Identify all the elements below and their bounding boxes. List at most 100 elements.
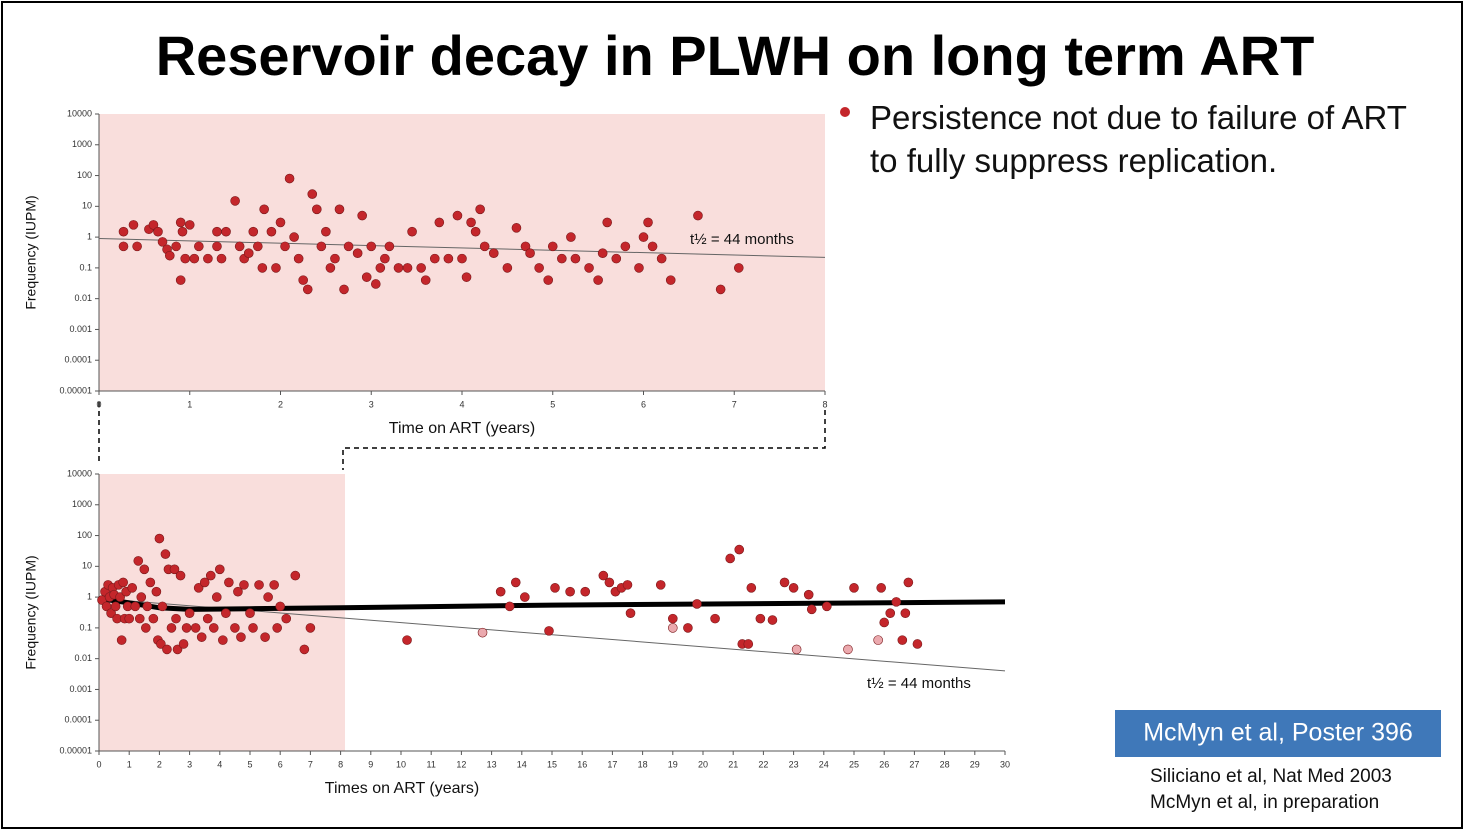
data-point [710,613,720,624]
data-point [665,275,676,285]
data-point [900,608,911,619]
y-tick-label: 0.001 [69,684,92,694]
data-point [189,253,200,264]
callout-box [1115,710,1441,757]
x-tick-label: 20 [698,759,708,769]
data-point [154,533,165,544]
y-tick-label: 0.1 [79,622,92,632]
data-point [253,241,263,252]
data-point [193,583,204,593]
data-point [488,248,499,259]
data-point [429,253,440,264]
slide-title: Reservoir decay in PLWH on long term ART [156,24,1315,87]
data-point [912,639,923,649]
data-point [248,623,258,633]
data-point [504,601,515,612]
highlight-region [99,114,825,391]
x-tick-label: 7 [732,399,737,409]
x-tick-label: 21 [728,759,738,769]
data-point [767,615,778,625]
data-point [461,272,472,282]
data-point [133,556,144,566]
data-point [266,226,277,237]
data-point [248,226,259,237]
data-point [402,635,412,645]
y-tick-label: 1 [87,231,92,241]
data-point [520,592,530,602]
data-point [171,241,181,252]
data-point [196,632,207,642]
data-point [725,553,735,564]
x-tick-label: 4 [217,759,222,769]
x-tick-label: 7 [308,759,313,769]
data-point [216,253,227,264]
data-point [565,586,575,597]
y-tick-label: 0.00001 [59,745,92,755]
data-point [215,564,225,575]
y-tick-label: 0.0001 [64,715,92,725]
data-point [879,617,890,628]
x-tick-label: 3 [187,759,192,769]
data-point [620,241,631,252]
x-tick-label: 15 [547,759,557,769]
data-point [293,253,304,264]
x-tick-label: 12 [456,759,466,769]
reference: Siliciano et al, Nat Med 2003 [1150,766,1392,787]
data-point [638,232,649,242]
data-point [257,263,268,273]
data-point [118,577,128,588]
y-tick-label: 1 [87,591,92,601]
x-tick-label: 6 [278,759,283,769]
data-point [547,241,558,252]
data-point [452,210,463,221]
data-point [622,580,633,590]
data-point [316,241,327,252]
data-point [733,263,744,273]
y-axis-label: Frequency (IUPM) [23,555,39,669]
data-point [290,570,301,581]
x-tick-label: 19 [668,759,678,769]
x-tick-label: 26 [879,759,889,769]
y-tick-label: 10 [82,561,92,571]
callout-text: McMyn et al, Poster 396 [1143,719,1413,747]
data-point [849,583,859,593]
data-point [788,583,799,593]
x-tick-label: 14 [517,759,527,769]
data-point [534,263,544,273]
data-point [153,226,163,237]
data-point [580,586,591,597]
data-point [145,577,156,588]
data-point [715,284,726,295]
data-point [110,601,121,612]
x-tick-label: 1 [187,399,192,409]
data-point [172,644,183,655]
x-tick-label: 18 [638,759,648,769]
y-tick-label: 0.01 [74,653,92,663]
data-point [779,577,790,588]
data-point [184,220,195,230]
data-point [843,644,853,655]
x-tick-label: 11 [427,759,436,769]
data-point [134,613,145,624]
data-point [557,253,567,264]
x-tick-label: 4 [459,399,464,409]
data-point [302,284,313,295]
data-point [271,263,281,273]
data-point [384,241,395,252]
y-tick-label: 1000 [72,139,92,149]
data-point [171,613,181,624]
data-point [734,544,745,555]
data-point [520,241,531,252]
data-point [190,623,201,633]
data-point [263,592,273,602]
data-point [259,204,269,215]
data-point [299,644,310,655]
data-point [897,635,908,645]
data-point [180,253,191,264]
data-point [602,217,613,228]
data-point [647,241,658,252]
x-tick-label: 2 [157,759,162,769]
data-point [667,623,678,633]
